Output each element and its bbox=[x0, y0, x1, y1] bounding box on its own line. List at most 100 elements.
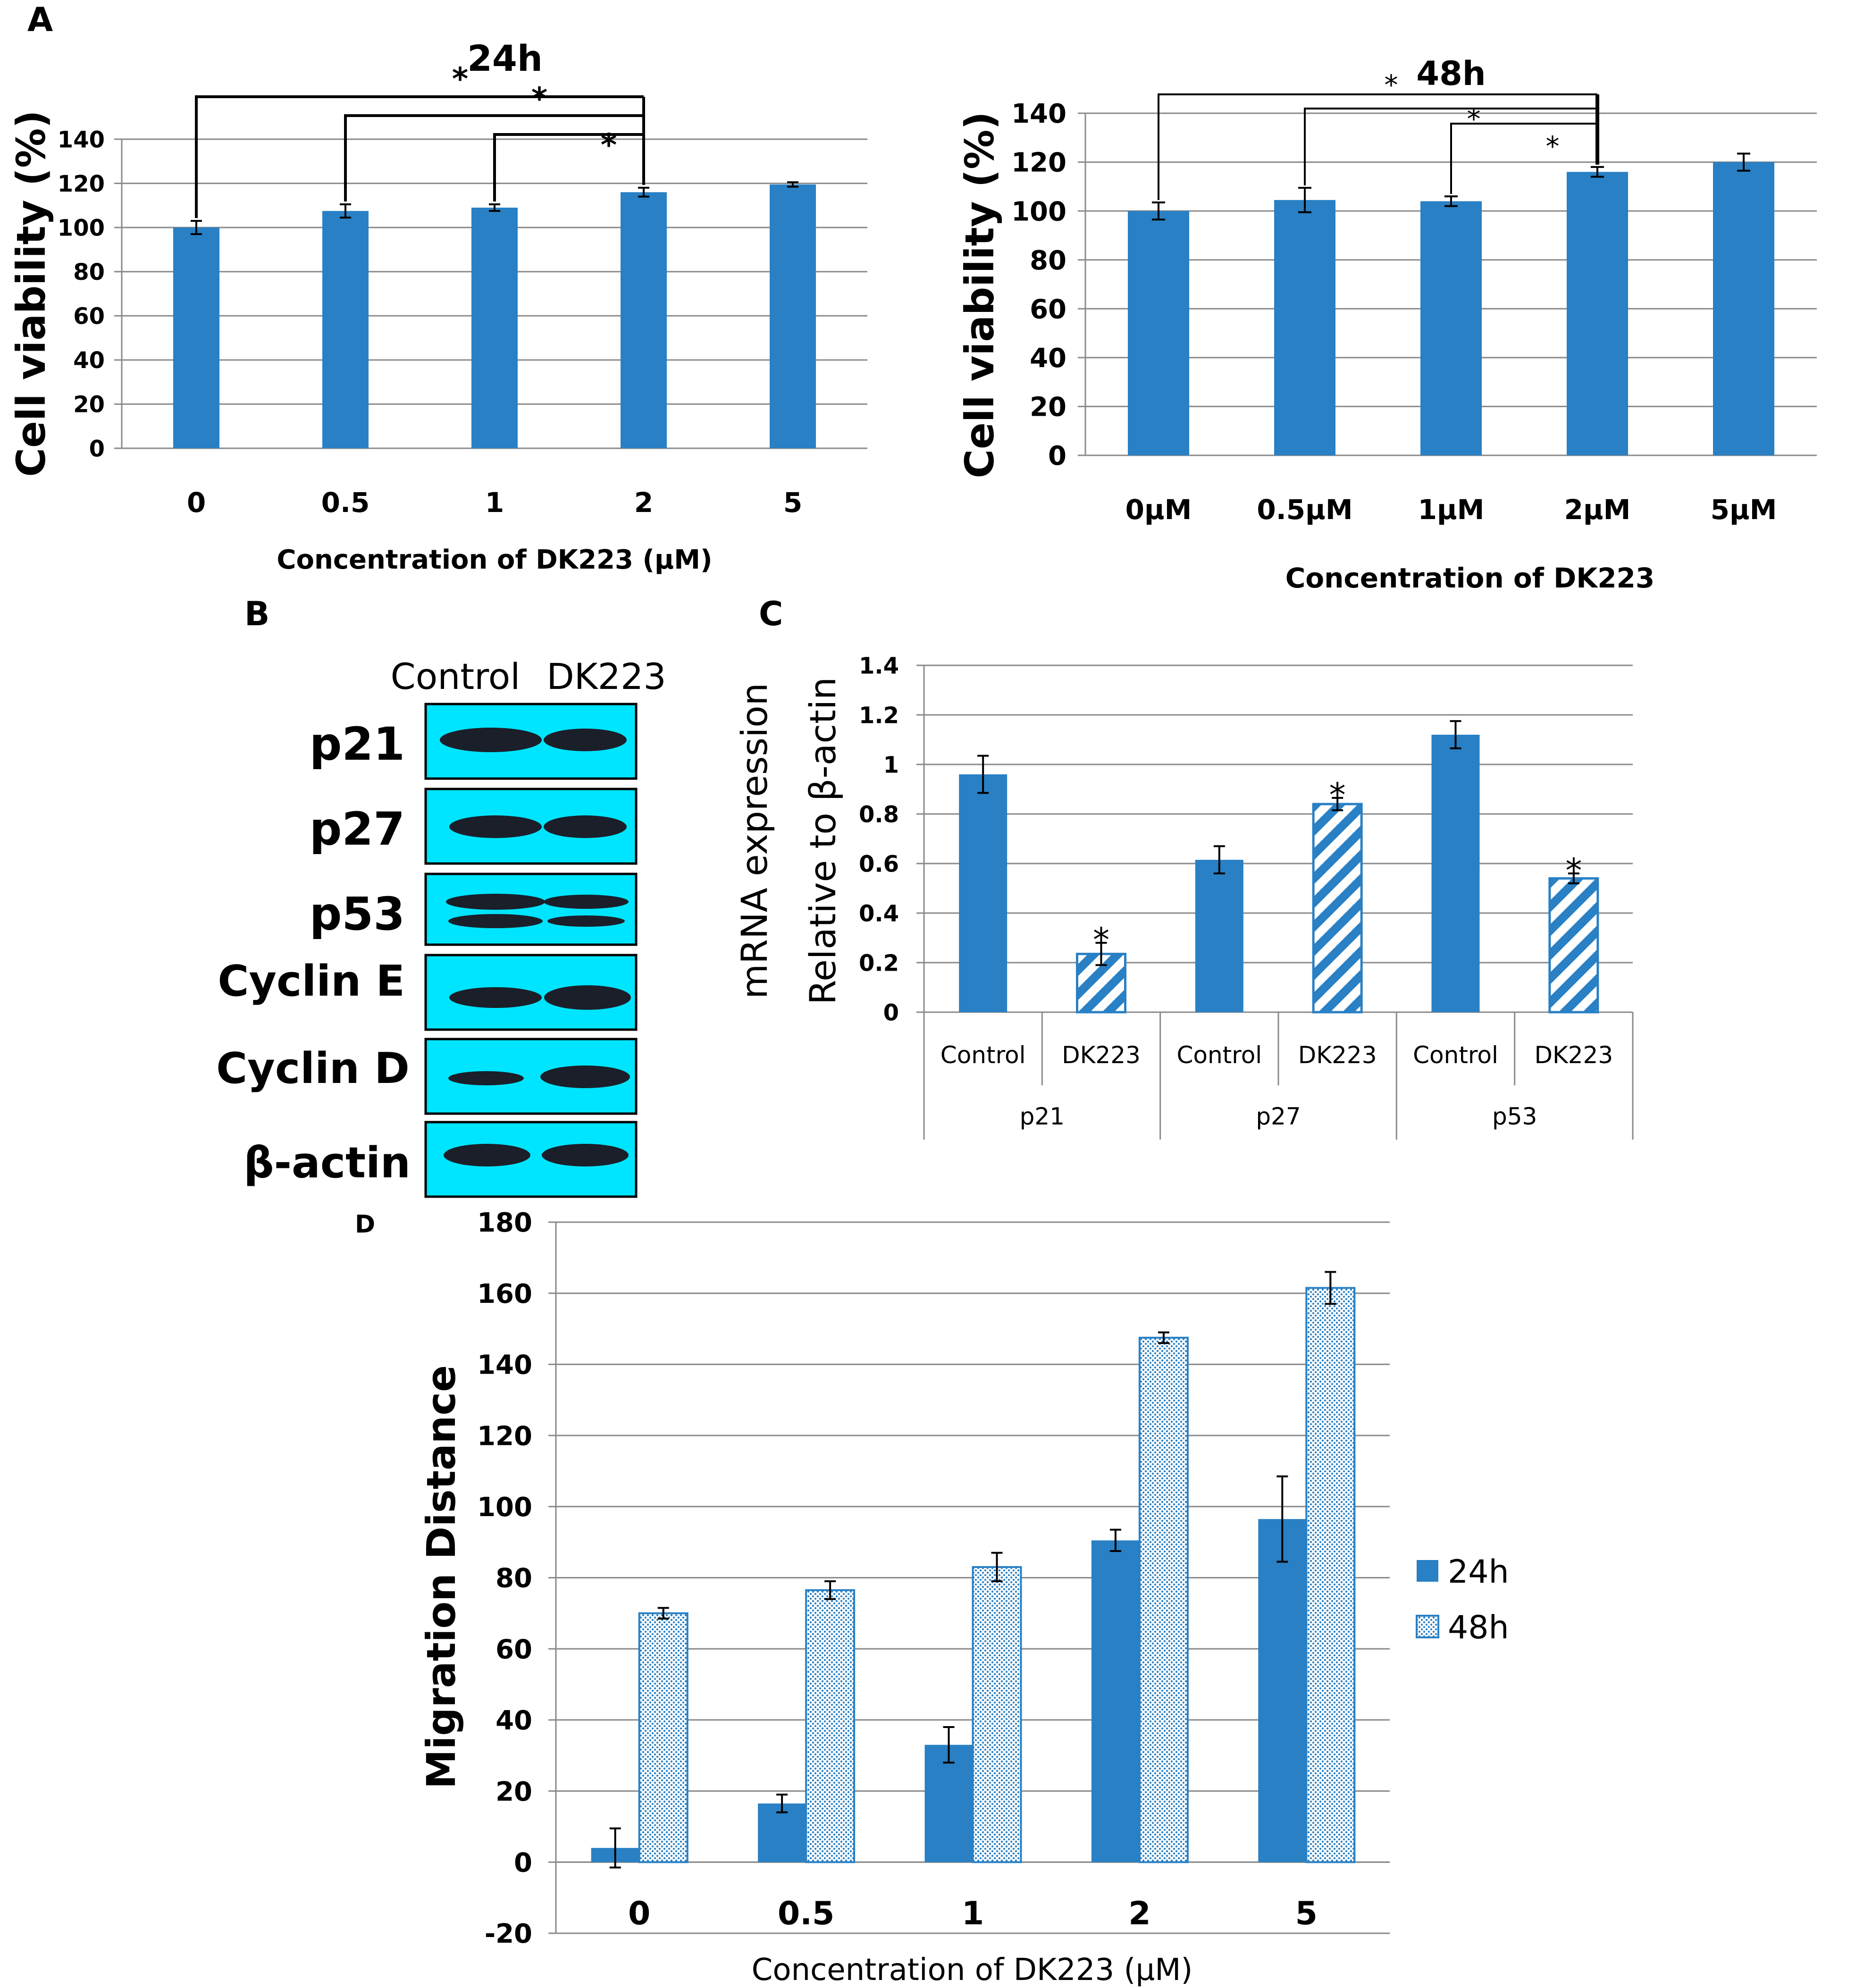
panel-letter-a: A bbox=[27, 0, 53, 39]
blot-band-cyclin-e-control bbox=[449, 987, 542, 1008]
bar bbox=[322, 211, 369, 448]
bar-24h bbox=[924, 1745, 973, 1862]
bar bbox=[1431, 735, 1480, 1012]
x-tick-label: 2 bbox=[1128, 1895, 1150, 1932]
bar bbox=[1312, 803, 1363, 1014]
blot-label-beta-actin: β-actin bbox=[243, 1138, 411, 1188]
bar-48h bbox=[1138, 1336, 1189, 1863]
y-tick-label: 0 bbox=[514, 1847, 532, 1878]
significance-star: * bbox=[1329, 776, 1346, 814]
bar-48h bbox=[638, 1612, 689, 1863]
bar bbox=[770, 184, 816, 448]
legend-swatch-24h bbox=[1417, 1560, 1438, 1582]
x-tick-label: 5μM bbox=[1711, 494, 1777, 526]
time-annotation: 24h bbox=[467, 37, 543, 79]
panel-letter-d: D bbox=[355, 1210, 375, 1239]
bar bbox=[1274, 200, 1335, 455]
y-tick-label: 80 bbox=[73, 259, 105, 285]
x-tick-label: DK223 bbox=[1298, 1041, 1377, 1069]
x-axis-title: Concentration of DK223 (μM) bbox=[752, 1953, 1193, 1988]
blot-band-p21-control bbox=[440, 728, 542, 752]
significance-bracket bbox=[1450, 123, 1597, 194]
significance-bracket bbox=[195, 95, 644, 218]
y-tick-label: 20 bbox=[1030, 392, 1066, 423]
x-tick-label: 0.5 bbox=[321, 487, 370, 519]
significance-bracket bbox=[344, 114, 644, 202]
x-tick-label: 0 bbox=[187, 487, 206, 519]
significance-star: * bbox=[1565, 851, 1582, 890]
viability-48h-chart: 0 20 40 60 80 100 120 140 0μM 0.5μM 1μM 2μM 5μM Conce… bbox=[957, 54, 1817, 594]
blot-band-p21-dk223 bbox=[544, 729, 627, 751]
blot-band-beta-actin-dk223 bbox=[542, 1144, 629, 1166]
y-tick-label: 100 bbox=[58, 215, 105, 241]
blot-band-cyclin-d-control bbox=[448, 1071, 524, 1085]
bar bbox=[471, 208, 518, 448]
blot-row-p53: p53 bbox=[310, 872, 638, 946]
y-tick-label: 0 bbox=[1048, 441, 1066, 471]
bar bbox=[1128, 211, 1189, 456]
significance-star: * bbox=[531, 81, 548, 117]
bar bbox=[173, 227, 219, 448]
x-tick-label: Control bbox=[1413, 1041, 1498, 1069]
bar bbox=[1548, 877, 1599, 1014]
y-tick-label: 100 bbox=[1011, 196, 1066, 227]
migration-distance-chart: -20 0 20 40 60 80 100 120 140 160 180 0 0.5 1 2 5 Concen… bbox=[418, 1208, 1509, 1988]
y-tick-label: 40 bbox=[1030, 343, 1066, 374]
y-tick-label: 20 bbox=[73, 392, 105, 418]
y-tick-label: -20 bbox=[485, 1919, 532, 1949]
blot-label-p53: p53 bbox=[310, 888, 405, 940]
blot-label-p21: p21 bbox=[310, 718, 405, 771]
y-tick-label: 60 bbox=[73, 303, 105, 330]
legend-label-48h: 48h bbox=[1448, 1609, 1509, 1646]
bar-48h bbox=[1305, 1287, 1356, 1863]
y-tick-label: 0.8 bbox=[859, 801, 899, 828]
bar bbox=[1567, 172, 1628, 455]
y-axis-title-line1: mRNA expression bbox=[733, 683, 775, 999]
x-tick-label: 2μM bbox=[1564, 494, 1631, 526]
blot-row-p21: p21 bbox=[310, 703, 638, 780]
western-blot: Control DK223 p21 p27 p53 Cyclin E bbox=[216, 655, 666, 1198]
significance-bracket bbox=[1304, 108, 1597, 185]
blot-band-p53-dk223-lower bbox=[547, 915, 625, 927]
x-tick-label: 1μM bbox=[1418, 494, 1485, 526]
y-tick-label: 0.4 bbox=[859, 900, 899, 927]
bar bbox=[959, 774, 1008, 1012]
blot-band-cyclin-e-dk223 bbox=[544, 985, 631, 1010]
y-tick-label: 80 bbox=[1030, 245, 1066, 276]
y-tick-label: 180 bbox=[477, 1208, 532, 1238]
significance-star: * bbox=[452, 61, 469, 97]
blot-row-cyclin-e: Cyclin E bbox=[218, 954, 638, 1031]
legend-swatch-48h bbox=[1416, 1615, 1439, 1638]
blot-header-dk223: DK223 bbox=[546, 655, 666, 697]
y-tick-label: 40 bbox=[73, 347, 105, 374]
x-tick-label: Control bbox=[1176, 1041, 1262, 1069]
y-axis-title: Migration Distance bbox=[418, 1365, 464, 1789]
y-tick-label: 1.2 bbox=[859, 702, 899, 729]
y-tick-label: 40 bbox=[495, 1705, 532, 1736]
y-tick-label: 1 bbox=[883, 752, 899, 778]
y-tick-label: 20 bbox=[495, 1777, 532, 1807]
legend-label-24h: 24h bbox=[1448, 1553, 1509, 1591]
x-tick-label: 2 bbox=[634, 487, 653, 519]
mrna-expression-chart: 0 0.2 0.4 0.6 0.8 1 1.2 1.4 Control * DK223 Control… bbox=[733, 653, 1634, 1140]
y-axis-title: Cell viability (%) bbox=[957, 111, 1003, 478]
x-tick-label: DK223 bbox=[1062, 1041, 1141, 1069]
blot-band-cyclin-d-dk223 bbox=[540, 1065, 630, 1088]
x-tick-label: 0.5 bbox=[778, 1895, 834, 1932]
y-tick-label: 60 bbox=[1030, 294, 1066, 325]
y-axis-title: Cell viability (%) bbox=[8, 110, 54, 477]
y-tick-label: 140 bbox=[58, 126, 105, 153]
x-tick-label: 5 bbox=[1295, 1895, 1318, 1932]
group-label: p21 bbox=[1020, 1103, 1065, 1130]
blot-row-p27: p27 bbox=[310, 788, 638, 865]
group-label: p27 bbox=[1256, 1103, 1301, 1130]
y-tick-label: 1.4 bbox=[859, 653, 899, 679]
blot-image-p53 bbox=[424, 872, 638, 946]
blot-row-beta-actin: β-actin bbox=[243, 1121, 638, 1198]
y-tick-label: 120 bbox=[1011, 148, 1066, 178]
y-tick-label: 0.2 bbox=[859, 950, 899, 976]
bar bbox=[1195, 860, 1243, 1012]
blot-band-p53-dk223-upper bbox=[544, 895, 629, 909]
y-tick-label: 60 bbox=[495, 1634, 532, 1665]
